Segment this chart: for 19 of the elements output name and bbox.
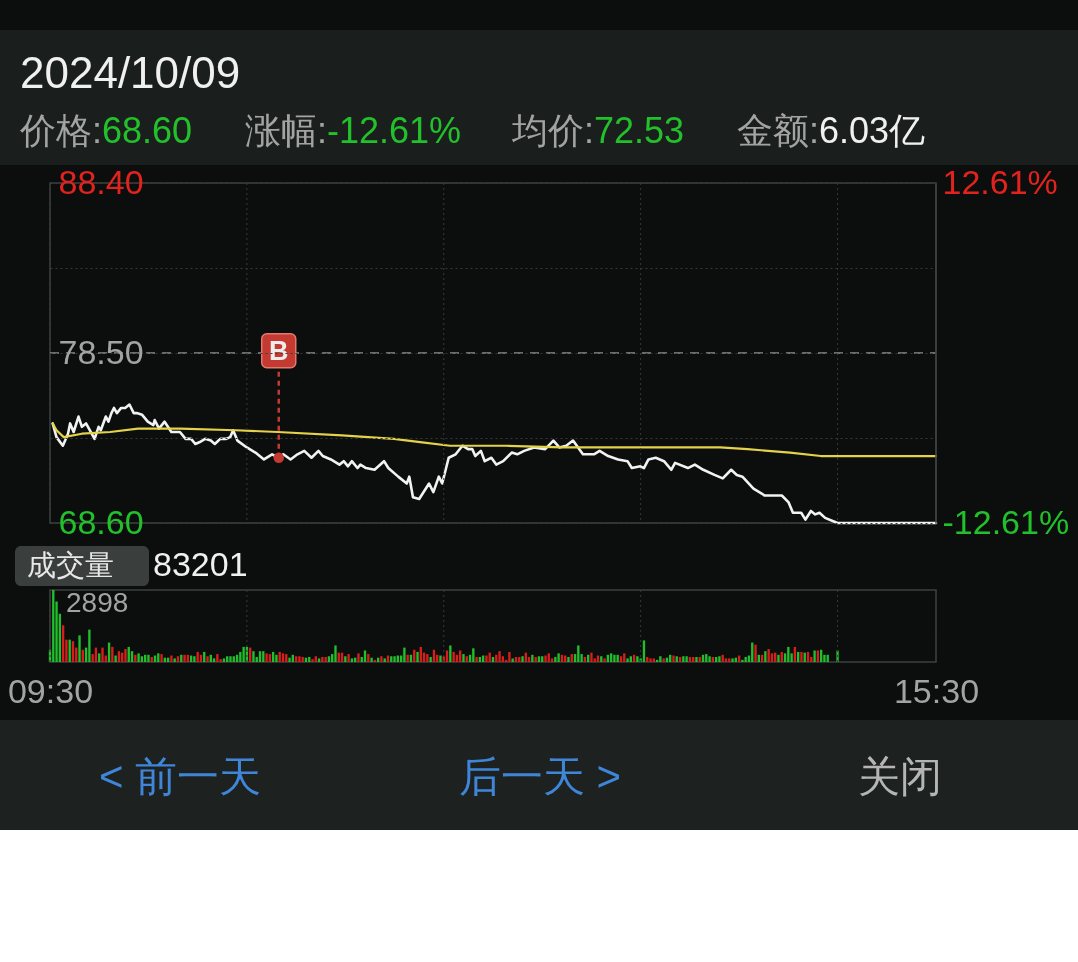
y-tick-label: 78.50 (58, 332, 144, 371)
y2-tick-label: -12.61% (942, 502, 1070, 541)
x-tick-label: 15:30 (893, 671, 980, 710)
text: 均价:72.53 (511, 110, 685, 151)
annotation: 2898 (66, 587, 129, 618)
text: 涨幅:-12.61% (245, 110, 462, 151)
annotation: B (268, 335, 289, 366)
text: 成交量 (27, 549, 114, 581)
x-tick-label: 09:30 (7, 671, 94, 710)
y-tick-label: 68.60 (58, 502, 144, 541)
text: 后一天 > (458, 753, 622, 800)
text: 83201 (153, 545, 248, 583)
y2-tick-label: 12.61% (942, 162, 1058, 201)
text: 金额:6.03亿 (737, 110, 926, 151)
chart-title: 2024/10/09 (20, 48, 241, 97)
y-tick-label: 88.40 (58, 162, 144, 201)
text: 价格:68.60 (19, 110, 193, 151)
text: 关闭 (858, 753, 942, 800)
text: < 前一天 (98, 753, 262, 800)
